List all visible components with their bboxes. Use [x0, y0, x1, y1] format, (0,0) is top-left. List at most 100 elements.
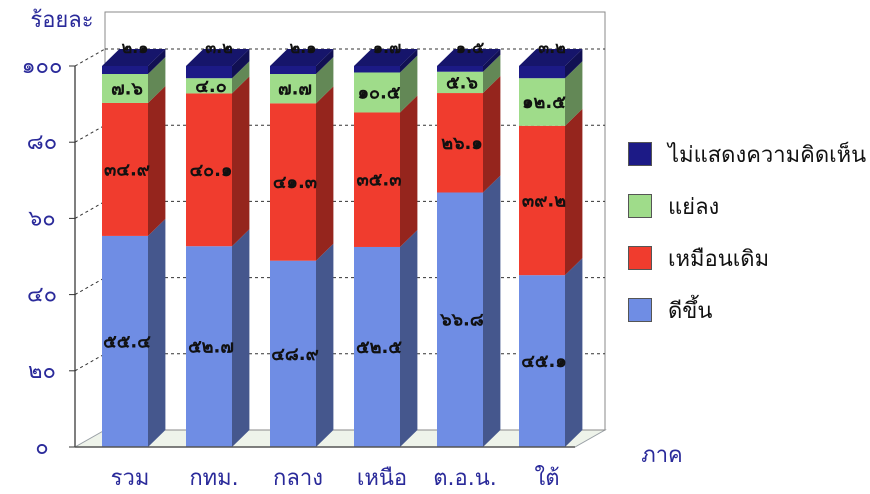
gridline-depth	[74, 353, 106, 372]
bar-side	[565, 108, 583, 276]
bar-front	[354, 66, 400, 73]
bar-front	[102, 102, 148, 236]
data-label: ๗.๖	[111, 78, 143, 99]
bar-front	[437, 71, 483, 94]
bar-segment: ๕๕.๔	[102, 218, 166, 447]
bar-segment: ๖๖.๘	[437, 175, 501, 447]
bar-front	[519, 78, 565, 126]
bar-segment: ๗.๗	[270, 57, 334, 104]
bar-front	[519, 275, 565, 447]
bar-top	[102, 49, 166, 66]
data-label: ๒.๑	[290, 38, 317, 57]
bar-side	[232, 76, 250, 247]
bar-segment: ๕๒.๕	[354, 229, 418, 447]
bar-segment: ๑.๗	[354, 38, 418, 73]
x-tick-label: กทม.	[189, 466, 238, 491]
bar-side	[232, 229, 250, 447]
bar-top	[354, 49, 418, 66]
bar-segment: ๑๒.๕	[519, 61, 583, 126]
x-tick-label: รวม	[111, 466, 150, 491]
data-label: ๓๕.๓	[356, 170, 401, 191]
data-label: ๔.๐	[195, 76, 226, 97]
x-tick-label: เหนือ	[357, 466, 407, 491]
bar-top	[437, 49, 501, 66]
bar-side	[565, 258, 583, 447]
bar-segment: ๓.๒	[519, 38, 583, 79]
legend-item: เหมือนเดิม	[628, 232, 866, 284]
bar-side	[565, 49, 583, 79]
bar-segment: ๗.๖	[102, 57, 166, 103]
data-label: ๔๑.๓	[273, 172, 317, 193]
bar-segment: ๕๒.๗	[186, 229, 250, 447]
y-tick-label: ๑๐๐	[22, 54, 63, 79]
data-label: ๑.๕	[456, 38, 484, 57]
bar-side	[148, 49, 166, 75]
gridline-depth	[74, 48, 106, 67]
bar-front	[519, 125, 565, 276]
x-tick-label: ต.อ.น.	[433, 466, 497, 491]
bar-side	[316, 86, 334, 261]
data-label: ๑๐.๕	[358, 82, 401, 103]
bar-front	[102, 74, 148, 103]
bar-side	[316, 57, 334, 104]
legend-item: แย่ลง	[628, 180, 866, 232]
bar-front	[437, 66, 483, 72]
data-label: ๑๒.๕	[522, 92, 566, 113]
legend-label: แย่ลง	[668, 194, 720, 220]
y-tick-label: ๔๐	[27, 283, 57, 308]
gridline-depth	[74, 124, 106, 143]
bar-front	[354, 246, 400, 447]
data-label: ๔๘.๙	[271, 344, 319, 365]
bar-segment: ๓๙.๒	[519, 108, 583, 276]
bar-side	[232, 49, 250, 79]
bar-front	[270, 66, 316, 75]
bar-segment: ๒.๑	[270, 38, 334, 75]
y-tick-label: ๒๐	[28, 359, 56, 384]
bar-top	[186, 49, 250, 66]
bar-front	[519, 66, 565, 79]
legend-label: ไม่แสดงความคิดเห็น	[668, 142, 867, 168]
bar-side	[565, 61, 583, 126]
bar-side	[316, 49, 334, 75]
bar-top	[270, 49, 334, 66]
bar-segment: ๔๐.๑	[186, 76, 250, 247]
y-tick-label: ๖๐	[28, 206, 55, 231]
bar-side	[316, 243, 334, 447]
bar-side	[483, 54, 501, 94]
data-label: ๔๕.๑	[521, 351, 567, 372]
bar-segment: ๔๕.๑	[519, 258, 583, 447]
bar-side	[400, 229, 418, 447]
bar-side	[483, 175, 501, 447]
bar-front	[102, 66, 148, 75]
bar-segment: ๒๖.๑	[437, 76, 501, 193]
legend-label: ดีขึ้น	[668, 298, 713, 324]
bar-segment: ๓.๒	[186, 38, 250, 79]
bar-side	[400, 55, 418, 113]
legend-swatch	[628, 246, 652, 270]
bar-front	[186, 66, 232, 79]
bar-side	[400, 95, 418, 247]
bar-segment: ๓๕.๓	[354, 95, 418, 247]
bar-front	[186, 246, 232, 447]
x-tick-label: กลาง	[273, 466, 323, 491]
y-tick-label: ๐	[35, 435, 48, 460]
bar-side	[483, 76, 501, 193]
legend-item: ดีขึ้น	[628, 284, 866, 336]
data-label: ๕๒.๗	[188, 337, 234, 358]
bar-segment: ๑.๕	[437, 38, 501, 72]
bar-segment: ๔.๐	[186, 61, 250, 97]
bar-front	[186, 78, 232, 94]
bars-group: ๕๕.๔๓๔.๙๗.๖๒.๑๕๒.๗๔๐.๑๔.๐๓.๒๔๘.๙๔๑.๓๗.๗๒…	[102, 38, 583, 447]
bar-segment: ๒.๑	[102, 38, 166, 75]
data-label: ๑.๗	[373, 38, 401, 57]
bar-segment: ๑๐.๕	[354, 55, 418, 113]
data-label: ๕.๖	[446, 72, 478, 93]
bar-front	[270, 260, 316, 447]
bar-segment: ๓๔.๙	[102, 85, 166, 236]
bar-side	[232, 61, 250, 94]
data-label: ๖๖.๘	[439, 310, 484, 331]
data-label: ๔๐.๑	[190, 160, 233, 181]
y-tick-label: ๘๐	[27, 130, 57, 155]
